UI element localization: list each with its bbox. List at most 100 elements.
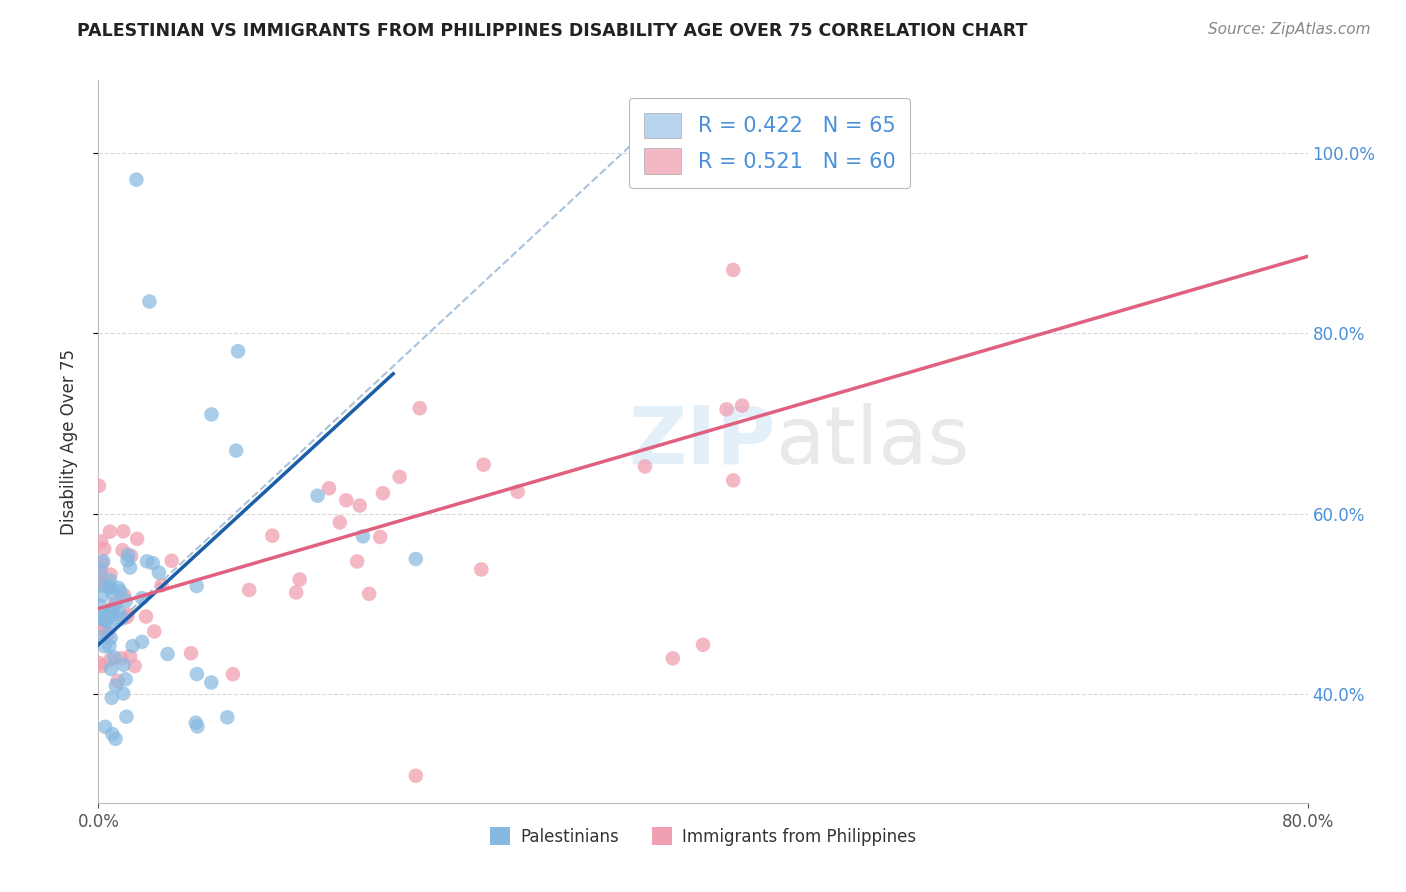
- Palestinians: [108, 584, 131, 599]
- Immigrants from Philippines: [285, 585, 308, 599]
- Immigrants from Philippines: [329, 516, 352, 530]
- Immigrants from Philippines: [262, 528, 284, 542]
- Immigrants from Philippines: [318, 481, 340, 495]
- Immigrants from Philippines: [91, 556, 114, 570]
- Palestinians: [97, 580, 120, 594]
- Palestinians: [138, 294, 160, 309]
- Palestinians: [131, 591, 153, 606]
- Immigrants from Philippines: [180, 646, 202, 660]
- Immigrants from Philippines: [716, 402, 738, 417]
- Immigrants from Philippines: [96, 627, 118, 641]
- Immigrants from Philippines: [110, 651, 132, 665]
- Palestinians: [142, 556, 165, 570]
- Immigrants from Philippines: [222, 667, 245, 681]
- Palestinians: [186, 579, 208, 593]
- Immigrants from Philippines: [143, 624, 166, 639]
- Immigrants from Philippines: [692, 638, 714, 652]
- Palestinians: [89, 630, 111, 644]
- Palestinians: [93, 640, 115, 654]
- Palestinians: [101, 586, 124, 600]
- Immigrants from Philippines: [359, 587, 381, 601]
- Immigrants from Philippines: [90, 534, 112, 549]
- Palestinians: [225, 443, 247, 458]
- Palestinians: [100, 662, 122, 676]
- Palestinians: [226, 344, 249, 359]
- Immigrants from Philippines: [409, 401, 432, 416]
- Immigrants from Philippines: [124, 659, 146, 673]
- Palestinians: [405, 552, 427, 566]
- Palestinians: [186, 667, 208, 681]
- Immigrants from Philippines: [120, 649, 142, 664]
- Palestinians: [91, 611, 114, 625]
- Palestinians: [98, 620, 121, 634]
- Immigrants from Philippines: [506, 484, 529, 499]
- Immigrants from Philippines: [89, 656, 111, 670]
- Palestinians: [98, 581, 121, 595]
- Immigrants from Philippines: [634, 459, 657, 474]
- Palestinians: [156, 647, 179, 661]
- Palestinians: [96, 611, 118, 625]
- Palestinians: [125, 172, 148, 186]
- Palestinians: [114, 672, 136, 686]
- Immigrants from Philippines: [112, 524, 135, 539]
- Palestinians: [100, 605, 122, 619]
- Palestinians: [217, 710, 239, 724]
- Palestinians: [148, 566, 170, 580]
- Palestinians: [120, 560, 142, 574]
- Y-axis label: Disability Age Over 75: Disability Age Over 75: [59, 349, 77, 534]
- Text: atlas: atlas: [776, 402, 970, 481]
- Immigrants from Philippines: [731, 399, 754, 413]
- Text: Source: ZipAtlas.com: Source: ZipAtlas.com: [1208, 22, 1371, 37]
- Immigrants from Philippines: [120, 549, 142, 563]
- Palestinians: [117, 548, 139, 562]
- Immigrants from Philippines: [723, 881, 745, 892]
- Palestinians: [107, 581, 129, 595]
- Palestinians: [100, 690, 122, 705]
- Immigrants from Philippines: [135, 609, 157, 624]
- Immigrants from Philippines: [117, 607, 139, 622]
- Palestinians: [115, 593, 138, 607]
- Immigrants from Philippines: [723, 473, 745, 487]
- Immigrants from Philippines: [388, 470, 411, 484]
- Immigrants from Philippines: [238, 582, 260, 597]
- Immigrants from Philippines: [349, 499, 371, 513]
- Palestinians: [200, 408, 222, 422]
- Text: PALESTINIAN VS IMMIGRANTS FROM PHILIPPINES DISABILITY AGE OVER 75 CORRELATION CH: PALESTINIAN VS IMMIGRANTS FROM PHILIPPIN…: [77, 22, 1028, 40]
- Immigrants from Philippines: [89, 575, 111, 590]
- Immigrants from Philippines: [90, 659, 112, 673]
- Legend: Palestinians, Immigrants from Philippines: Palestinians, Immigrants from Philippine…: [484, 821, 922, 852]
- Immigrants from Philippines: [87, 576, 110, 591]
- Palestinians: [136, 554, 159, 568]
- Palestinians: [89, 564, 111, 578]
- Palestinians: [200, 675, 222, 690]
- Palestinians: [93, 613, 115, 627]
- Immigrants from Philippines: [91, 618, 114, 632]
- Immigrants from Philippines: [98, 524, 121, 539]
- Palestinians: [184, 715, 207, 730]
- Palestinians: [352, 529, 374, 543]
- Immigrants from Philippines: [115, 610, 138, 624]
- Palestinians: [104, 731, 127, 746]
- Text: ZIP: ZIP: [628, 402, 776, 481]
- Immigrants from Philippines: [150, 578, 173, 592]
- Immigrants from Philippines: [90, 564, 112, 578]
- Palestinians: [112, 657, 135, 672]
- Palestinians: [131, 635, 153, 649]
- Palestinians: [98, 574, 121, 588]
- Palestinians: [96, 607, 118, 622]
- Palestinians: [89, 599, 111, 613]
- Immigrants from Philippines: [100, 567, 122, 582]
- Immigrants from Philippines: [127, 532, 149, 546]
- Immigrants from Philippines: [723, 263, 745, 277]
- Palestinians: [98, 639, 121, 653]
- Palestinians: [104, 598, 127, 612]
- Immigrants from Philippines: [101, 601, 124, 615]
- Immigrants from Philippines: [87, 479, 110, 493]
- Palestinians: [108, 605, 131, 619]
- Palestinians: [307, 489, 329, 503]
- Immigrants from Philippines: [346, 554, 368, 568]
- Immigrants from Philippines: [93, 541, 115, 556]
- Palestinians: [103, 650, 125, 665]
- Palestinians: [117, 553, 139, 567]
- Immigrants from Philippines: [661, 651, 683, 665]
